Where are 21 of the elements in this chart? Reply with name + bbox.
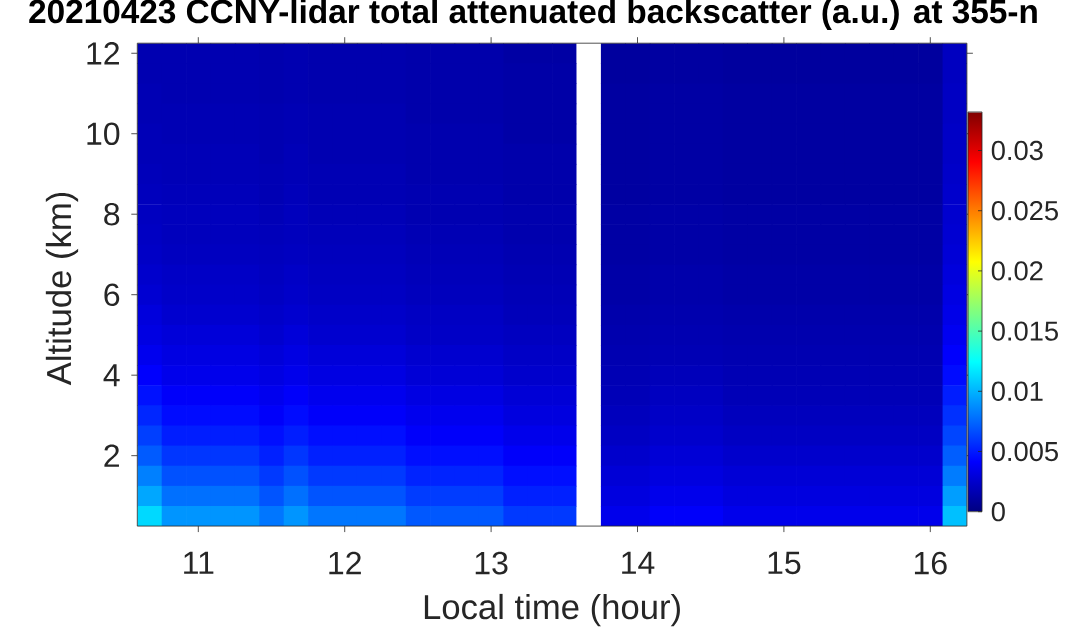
color-bar-label: 0.015 bbox=[991, 321, 1058, 341]
y-tick-label: 10 bbox=[87, 122, 120, 146]
y-tick-label: 12 bbox=[87, 42, 119, 65]
color-bar-label: 0 bbox=[991, 502, 1005, 522]
color-bar-label: 0.03 bbox=[991, 140, 1043, 161]
y-tick-label: 4 bbox=[103, 364, 120, 387]
color-bar-label: 0.025 bbox=[991, 201, 1058, 221]
y-tick-label: 6 bbox=[104, 283, 120, 307]
x-tick-label: 14 bbox=[622, 551, 655, 574]
x-tick-label: 16 bbox=[914, 551, 947, 575]
color-bar-label: 0.01 bbox=[991, 381, 1043, 401]
y-tick-label: 8 bbox=[104, 202, 120, 226]
y-tick-label: 2 bbox=[104, 444, 119, 467]
x-axis-title: Local time (hour) bbox=[424, 593, 680, 627]
color-bar-label: 0.005 bbox=[991, 441, 1058, 462]
color-bar-label: 0.02 bbox=[991, 261, 1043, 281]
x-tick-label: 11 bbox=[184, 551, 214, 574]
x-tick-label: 12 bbox=[329, 551, 361, 575]
y-axis-title: Altitude (km) bbox=[45, 192, 79, 386]
x-tick-label: 15 bbox=[768, 551, 801, 575]
x-tick-label: 13 bbox=[475, 551, 508, 575]
